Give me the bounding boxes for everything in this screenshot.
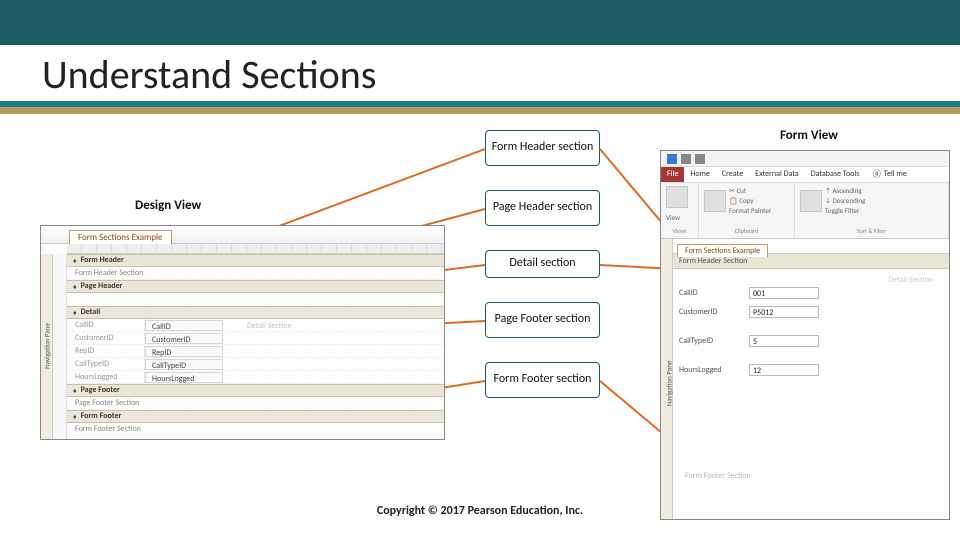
callout-detail: Detail section	[485, 250, 600, 278]
tab-tell-me[interactable]: ⓪ Tell me	[865, 167, 912, 182]
dv-text-form-header: Form Header Section	[67, 267, 444, 280]
caption-design: Design View	[135, 198, 201, 213]
fv-ribbon: View Views ✂ Cut 📋 Copy Format Painter C…	[661, 183, 949, 239]
fv-data-row: CustomerIDP5012	[679, 304, 943, 320]
fv-form-header: Form Header Section	[673, 254, 949, 269]
dv-text-page-footer: Page Footer Section	[67, 397, 444, 410]
dv-section-page-header[interactable]: Page Header	[67, 280, 444, 293]
tab-home[interactable]: Home	[684, 167, 716, 182]
copyright: Copyright © 2017 Pearson Education, Inc.	[0, 504, 960, 518]
save-icon[interactable]	[667, 154, 677, 164]
callout-form-footer: Form Footer section	[485, 362, 600, 398]
copy-button[interactable]: 📋 Copy	[729, 196, 771, 205]
toggle-filter-button[interactable]: Toggle Filter	[825, 206, 865, 215]
rule-gold	[0, 107, 960, 114]
tab-external-data[interactable]: External Data	[749, 167, 805, 182]
dv-document-tab[interactable]: Form Sections Example	[69, 230, 172, 244]
dv-text-page-header	[67, 293, 444, 306]
fv-data-row: HoursLogged12	[679, 362, 943, 378]
format-painter-button[interactable]: Format Painter	[729, 206, 771, 215]
fv-quick-access[interactable]	[661, 151, 949, 167]
ribbon-group-views: View Views	[661, 183, 699, 238]
redo-icon[interactable]	[695, 154, 705, 164]
dv-text-form-footer: Form Footer Section	[67, 423, 444, 436]
dv-tabbar: Form Sections Example	[41, 226, 444, 244]
dv-field-row: CustomerIDCustomerID	[67, 332, 444, 345]
descending-button[interactable]: ⇣ Descending	[825, 196, 865, 205]
dv-field-row: RepIDRepID	[67, 345, 444, 358]
dv-field-row: CallTypeIDCallTypeID	[67, 358, 444, 371]
callout-page-footer: Page Footer section	[485, 302, 600, 338]
screenshot-form-view: File Home Create External Data Database …	[660, 150, 950, 520]
undo-icon[interactable]	[681, 154, 691, 164]
fv-detail-watermark: Detail Section	[679, 275, 943, 285]
view-icon[interactable]	[666, 186, 688, 208]
callout-page-header: Page Header section	[485, 190, 600, 226]
callout-form-header: Form Header section	[485, 130, 600, 166]
ascending-button[interactable]: ⇡ Ascending	[825, 186, 865, 195]
fv-data-row: CallTypeID5	[679, 333, 943, 349]
dv-section-page-footer[interactable]: Page Footer	[67, 384, 444, 397]
fv-document-tabbar: Form Sections Example	[673, 239, 949, 254]
dv-navpane-label: Navigation Pane	[43, 306, 52, 386]
screenshot-design-view: Form Sections Example Navigation Pane Fo…	[40, 225, 445, 440]
banner-top	[0, 0, 960, 45]
fv-data-row: CallID001	[679, 285, 943, 301]
dv-section-form-footer[interactable]: Form Footer	[67, 410, 444, 423]
cut-button[interactable]: ✂ Cut	[729, 186, 771, 195]
dv-section-form-header[interactable]: Form Header	[67, 254, 444, 267]
ribbon-group-sort: ⇡ Ascending ⇣ Descending Toggle Filter S…	[795, 183, 949, 238]
tab-create[interactable]: Create	[716, 167, 749, 182]
ribbon-group-clipboard: ✂ Cut 📋 Copy Format Painter Clipboard	[699, 183, 795, 238]
dv-detail-watermark: Detail Section	[247, 321, 292, 331]
fv-navpane-label: Navigation Pane	[665, 344, 674, 424]
dv-row-selector[interactable]	[53, 254, 67, 439]
slide: Understand Sections Design View Form Vie…	[0, 0, 960, 540]
tab-file[interactable]: File	[661, 167, 684, 182]
page-title: Understand Sections	[42, 50, 376, 99]
fv-detail-section: Detail Section CallID001 CustomerIDP5012…	[673, 269, 949, 487]
filter-icon[interactable]	[800, 190, 822, 212]
fv-form-footer: Form Footer Section	[679, 471, 943, 481]
caption-form: Form View	[780, 128, 838, 143]
fv-ribbon-tabs: File Home Create External Data Database …	[661, 167, 949, 183]
dv-section-detail[interactable]: Detail	[67, 306, 444, 319]
dv-ruler	[67, 244, 444, 254]
paste-icon[interactable]	[704, 190, 726, 212]
tab-database-tools[interactable]: Database Tools	[805, 167, 866, 182]
dv-field-row: HoursLoggedHoursLogged	[67, 371, 444, 384]
